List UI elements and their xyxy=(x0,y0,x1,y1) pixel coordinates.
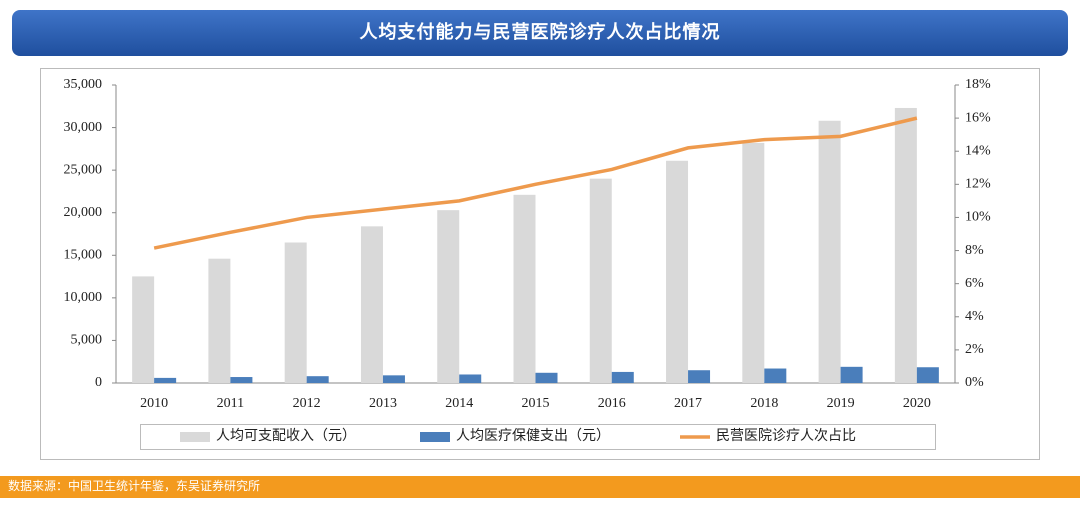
legend-swatch xyxy=(420,432,450,442)
bar xyxy=(437,210,460,383)
y-tick-label: 20,000 xyxy=(64,205,103,220)
x-tick-label: 2018 xyxy=(750,396,778,411)
legend-label: 民营医院诊疗人次占比 xyxy=(716,428,856,444)
y-tick-label: 5,000 xyxy=(71,333,103,348)
legend-label: 人均医疗保健支出（元） xyxy=(456,428,610,444)
y2-tick-label: 2% xyxy=(965,342,984,357)
bar xyxy=(666,160,689,383)
y2-tick-label: 0% xyxy=(965,375,984,390)
bar xyxy=(742,142,765,383)
x-tick-label: 2013 xyxy=(369,396,397,411)
x-tick-label: 2016 xyxy=(598,396,626,411)
source: 数据来源：中国卫生统计年鉴，东吴证券研究所 xyxy=(8,478,260,493)
x-tick-label: 2020 xyxy=(903,396,931,411)
y2-tick-label: 8% xyxy=(965,243,984,258)
bar xyxy=(230,377,253,383)
bar xyxy=(306,376,329,383)
x-tick-label: 2019 xyxy=(827,396,855,411)
title-banner xyxy=(12,10,1068,56)
bar xyxy=(688,370,711,383)
y2-tick-label: 6% xyxy=(965,276,984,291)
x-tick-label: 2015 xyxy=(522,396,550,411)
x-tick-label: 2017 xyxy=(674,396,702,411)
bar xyxy=(382,375,405,383)
bar xyxy=(840,366,863,383)
bar xyxy=(535,372,558,383)
bar xyxy=(284,242,307,383)
x-tick-label: 2014 xyxy=(445,396,473,411)
y2-tick-label: 16% xyxy=(965,110,991,125)
y-tick-label: 35,000 xyxy=(64,77,103,92)
bar xyxy=(208,258,231,383)
y2-tick-label: 18% xyxy=(965,77,991,92)
bar xyxy=(611,371,634,383)
bar xyxy=(154,377,177,383)
x-tick-label: 2011 xyxy=(217,396,244,411)
y-tick-label: 10,000 xyxy=(64,290,103,305)
chart-frame xyxy=(40,68,1040,460)
x-tick-label: 2010 xyxy=(140,396,168,411)
bar xyxy=(916,367,939,383)
y2-tick-label: 4% xyxy=(965,309,984,324)
bar xyxy=(360,226,383,383)
line xyxy=(153,116,918,250)
bar xyxy=(818,120,841,383)
x-tick-label: 2012 xyxy=(293,396,321,411)
y2-tick-label: 10% xyxy=(965,210,991,225)
legend-label: 人均可支配收入（元） xyxy=(216,428,356,444)
source-bar xyxy=(0,476,1080,498)
bar xyxy=(459,374,482,383)
y2-tick-label: 12% xyxy=(965,177,991,192)
bar xyxy=(132,276,155,383)
y-tick-label: 25,000 xyxy=(64,162,103,177)
bar xyxy=(513,194,536,383)
legend-swatch xyxy=(180,432,210,442)
chart-title: 人均支付能力与民营医院诊疗人次占比情况 xyxy=(360,21,721,42)
bar xyxy=(894,107,917,383)
bar xyxy=(589,178,612,383)
y2-tick-label: 14% xyxy=(965,143,991,158)
y-tick-label: 15,000 xyxy=(64,248,103,263)
y-tick-label: 0 xyxy=(95,375,102,390)
legend-frame xyxy=(140,424,936,450)
y-tick-label: 30,000 xyxy=(64,120,103,135)
bar xyxy=(764,368,787,383)
